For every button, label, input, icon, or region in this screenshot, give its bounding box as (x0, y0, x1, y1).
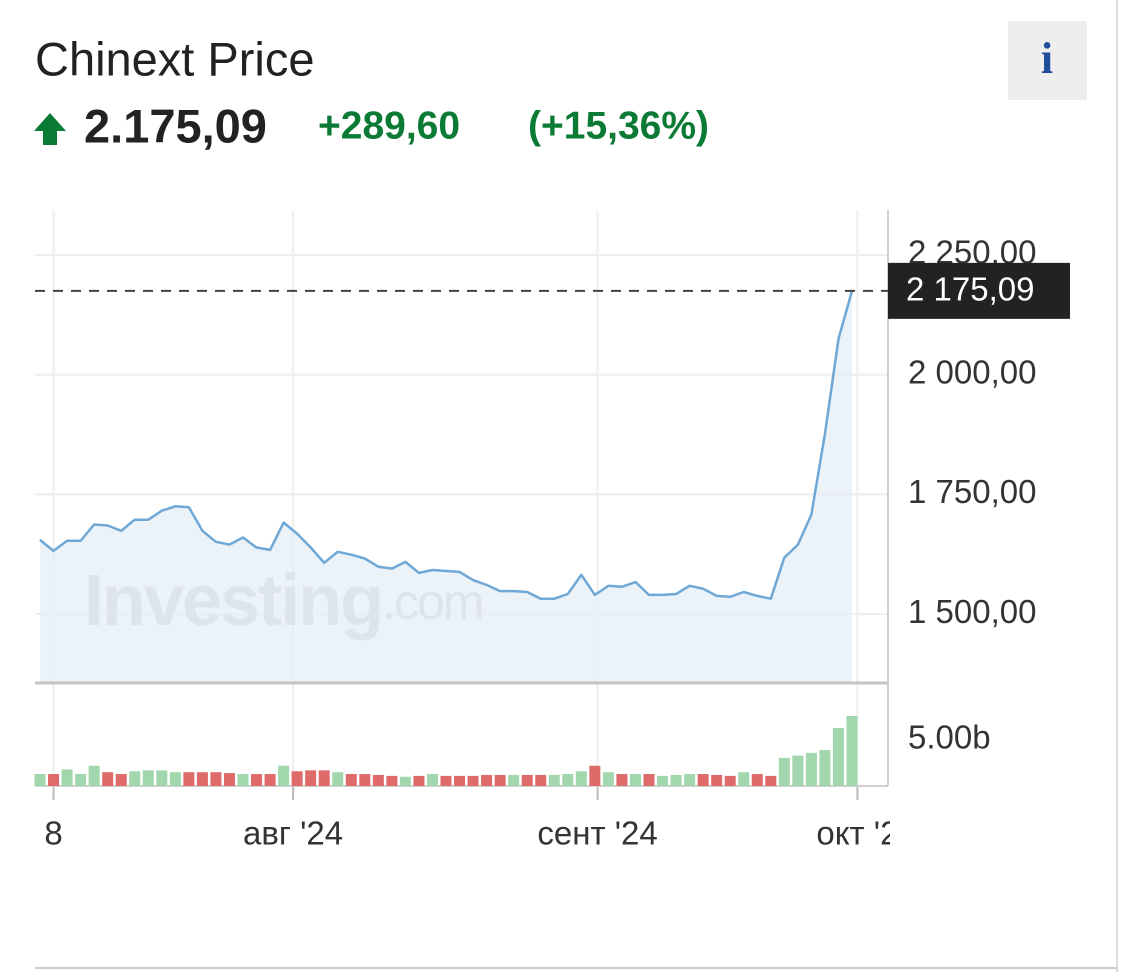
volume-bar (359, 774, 371, 786)
volume-bar (562, 774, 574, 786)
volume-bar (643, 774, 655, 786)
volume-bar (210, 772, 222, 786)
y-tick-label: 1 500,00 (908, 593, 1036, 630)
volume-bar (413, 775, 425, 786)
volume-bar (48, 774, 60, 786)
price-area (40, 290, 852, 683)
x-tick-label: сент '24 (537, 815, 657, 852)
volume-bar (251, 774, 263, 786)
volume-bar (765, 775, 777, 786)
volume-bar (711, 774, 723, 786)
y-tick-label: 1 750,00 (908, 473, 1036, 510)
price-tag-bg (888, 262, 1070, 319)
volume-bar (129, 771, 141, 786)
volume-bar (169, 772, 181, 786)
volume-bar (751, 774, 763, 786)
volume-bar (575, 771, 587, 786)
volume-bar (345, 774, 357, 786)
change: +289,60 (318, 104, 460, 147)
volume-bar (589, 765, 601, 786)
volume-bar (832, 727, 844, 786)
volume-bar (481, 774, 493, 786)
volume-bar (454, 775, 466, 786)
volume-bar (264, 774, 276, 786)
volume-bar (75, 774, 87, 786)
title: Chinext Price (35, 32, 315, 85)
volume-bar (223, 773, 235, 786)
volume-bar (724, 775, 736, 786)
volume-bar (521, 774, 533, 786)
volume-bar (386, 775, 398, 786)
x-tick-label: окт '2 (816, 815, 898, 852)
volume-bar (657, 775, 669, 786)
volume-bar (548, 774, 560, 786)
volume-bar (426, 774, 438, 786)
volume-bar (467, 775, 479, 786)
volume-bar (697, 774, 709, 786)
volume-bar (332, 772, 344, 786)
volume-bar (34, 774, 46, 786)
volume-bar (738, 772, 750, 786)
volume-bar (115, 774, 127, 786)
volume-bar (684, 774, 696, 786)
x-tick-label: 8 (44, 815, 62, 852)
price-tag-label: 2 175,09 (906, 271, 1034, 308)
volume-bar (440, 775, 452, 786)
volume-bar (616, 774, 628, 786)
y-tick-label: 2 000,00 (908, 353, 1036, 390)
info-icon[interactable]: i (1041, 34, 1053, 83)
volume-bar (88, 765, 100, 786)
volume-bar (778, 757, 790, 786)
volume-bar (670, 774, 682, 786)
volume-bar (494, 774, 506, 786)
volume-bar (196, 772, 208, 786)
volume-bar (535, 774, 547, 786)
info-button[interactable]: i (1008, 21, 1087, 100)
volume-bar (61, 769, 73, 786)
volume-bar (819, 750, 831, 786)
x-tick-label: авг '24 (243, 815, 343, 852)
volume-bar (372, 774, 384, 786)
price-line (39, 290, 854, 600)
volume-bar (142, 770, 154, 786)
volume-bar (237, 774, 249, 786)
volume-bar (318, 770, 330, 786)
volume-bar (183, 772, 195, 786)
volume-bar (399, 776, 411, 786)
volume-bar (508, 774, 520, 786)
up-arrow (34, 113, 66, 145)
volume-bar (629, 774, 641, 786)
volume-bar (102, 772, 114, 786)
volume-bar (602, 772, 614, 786)
volume-bar (291, 771, 303, 786)
volume-tick-label: 5.00b (908, 719, 991, 756)
volume-bar (305, 770, 317, 786)
last-price: 2.175,09 (84, 99, 267, 152)
info-bg[interactable] (1008, 21, 1087, 100)
volume-bar (156, 770, 168, 786)
volume-bar (792, 755, 804, 786)
volume-bar (278, 765, 290, 786)
volume-bar (846, 716, 858, 786)
change-percent: (+15,36%) (528, 104, 709, 147)
volume-bar (805, 752, 817, 786)
